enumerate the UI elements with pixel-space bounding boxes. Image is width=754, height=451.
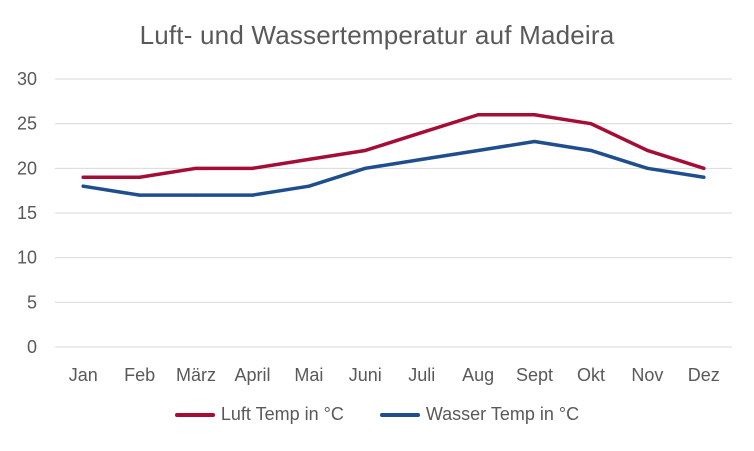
- data-point-s1-1: [138, 193, 142, 197]
- data-point-s1-7: [476, 148, 480, 153]
- data-point-s0-2: [194, 166, 198, 170]
- data-point-s0-6: [420, 131, 424, 135]
- y-tick-label: 0: [27, 337, 37, 357]
- data-point-s0-3: [250, 166, 255, 170]
- data-point-s0-1: [138, 175, 142, 179]
- legend: Luft Temp in °C Wasser Temp in °C: [0, 404, 754, 425]
- x-tick-label: Nov: [631, 365, 663, 385]
- legend-swatch-luft: [174, 412, 215, 417]
- x-tick-label: Okt: [577, 365, 605, 385]
- x-tick-label: Juli: [408, 365, 435, 385]
- x-tick-label: Aug: [462, 365, 494, 385]
- x-tick-label: Jan: [69, 365, 98, 385]
- data-point-s1-0: [81, 184, 85, 188]
- y-tick-label: 30: [17, 69, 37, 89]
- data-point-s0-0: [81, 175, 85, 179]
- data-point-s0-7: [476, 113, 480, 117]
- data-point-s0-8: [532, 113, 537, 117]
- legend-swatch-wasser: [379, 412, 420, 417]
- legend-item-wasser: Wasser Temp in °C: [379, 404, 580, 425]
- data-point-s1-4: [307, 184, 311, 188]
- x-tick-label: Feb: [124, 365, 155, 385]
- legend-label-luft: Luft Temp in °C: [220, 404, 344, 424]
- x-tick-label: Sept: [516, 365, 553, 385]
- data-point-s1-10: [645, 166, 649, 170]
- y-tick-label: 15: [17, 203, 37, 223]
- data-point-s0-9: [589, 122, 593, 126]
- y-tick-label: 20: [17, 158, 37, 178]
- y-tick-label: 10: [17, 248, 37, 268]
- data-point-s1-8: [532, 139, 537, 144]
- data-point-s1-11: [702, 175, 706, 179]
- x-tick-label: Dez: [688, 365, 720, 385]
- y-tick-label: 25: [17, 114, 37, 134]
- legend-item-luft: Luft Temp in °C: [174, 404, 344, 425]
- data-point-s0-5: [363, 148, 367, 153]
- x-tick-label: Mai: [294, 365, 323, 385]
- series-line-1: [81, 139, 706, 197]
- data-point-s1-2: [194, 193, 198, 197]
- data-point-s1-3: [250, 193, 255, 197]
- data-point-s1-9: [589, 148, 593, 153]
- chart-title: Luft- und Wassertemperatur auf Madeira: [139, 20, 615, 50]
- data-point-s1-6: [420, 157, 424, 161]
- x-tick-label: März: [176, 365, 216, 385]
- x-tick-label: Juni: [349, 365, 382, 385]
- data-point-s0-10: [645, 148, 649, 153]
- legend-label-wasser: Wasser Temp in °C: [425, 404, 580, 424]
- data-point-s0-4: [307, 157, 311, 161]
- data-point-s0-11: [702, 166, 706, 170]
- data-point-s1-5: [363, 166, 367, 170]
- y-tick-label: 5: [27, 292, 37, 312]
- x-tick-label: April: [234, 365, 270, 385]
- series-line-0: [81, 112, 706, 180]
